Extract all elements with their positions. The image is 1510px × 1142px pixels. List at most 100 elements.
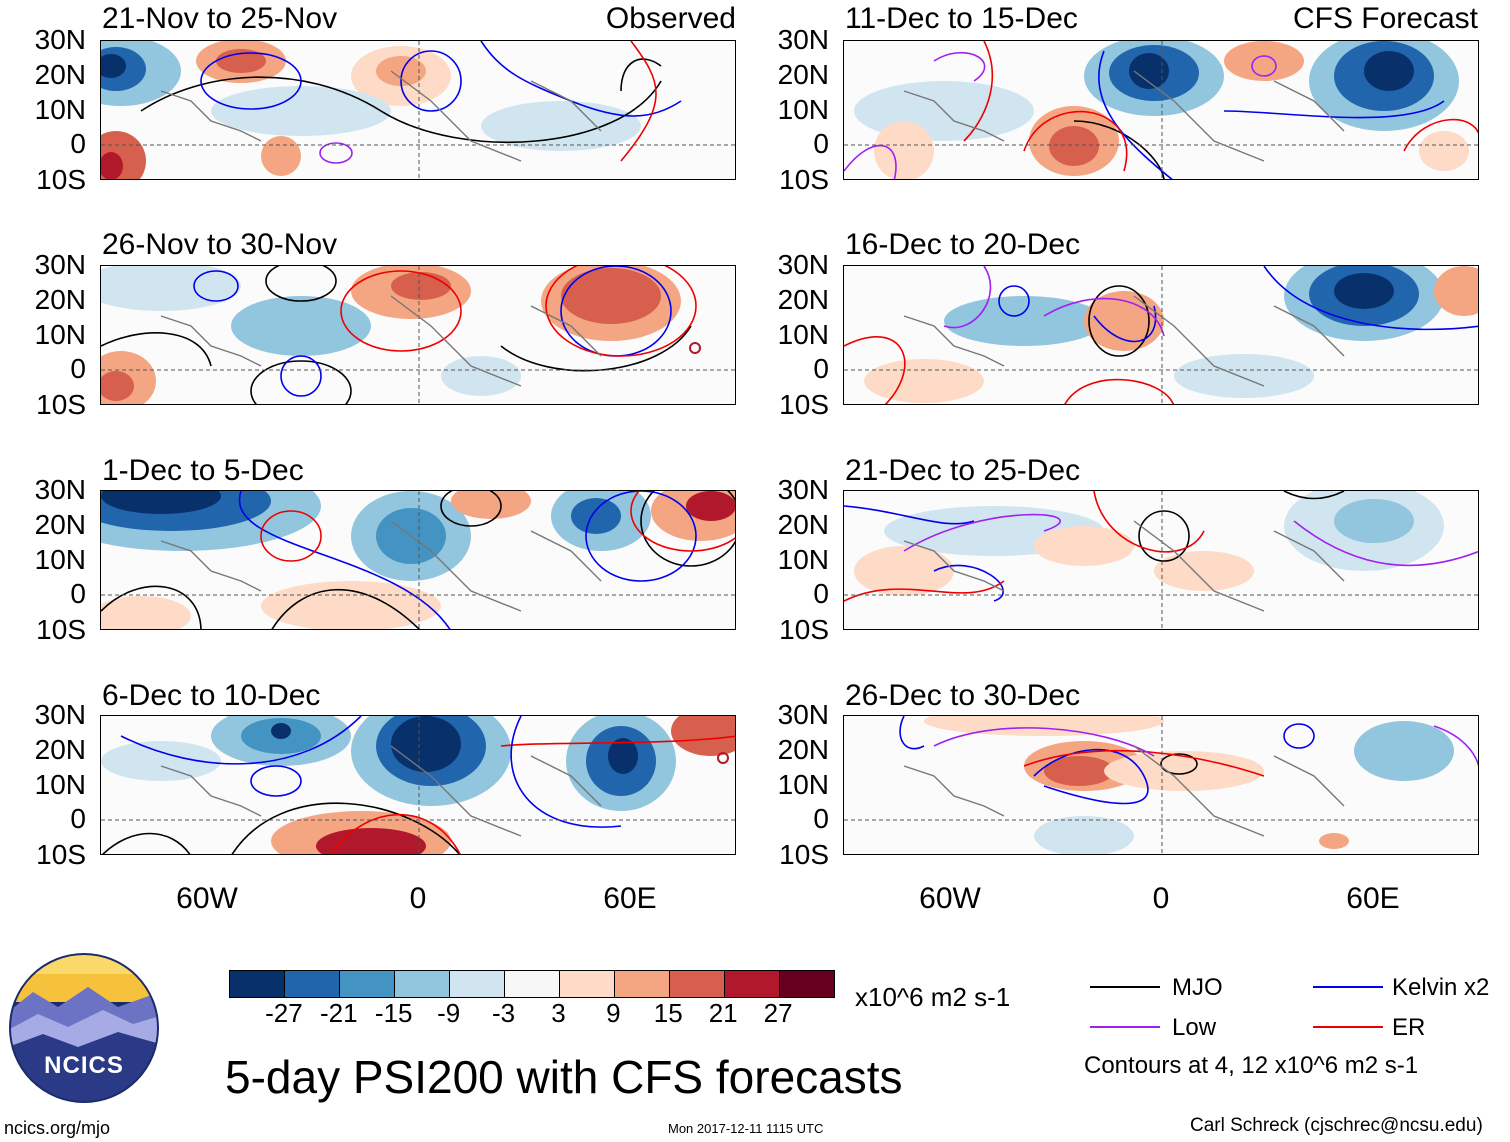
panel-title-left-1: 21-Nov to 25-Nov (102, 2, 338, 35)
lat-label: 0 (813, 578, 829, 609)
legend-note: Contours at 4, 12 x10^6 m2 s-1 (1084, 1052, 1419, 1079)
lat-label: 10S (779, 389, 829, 420)
colorbar-tick-label: 15 (653, 998, 683, 1028)
map-svg (844, 41, 1478, 179)
colorbar-swatch (670, 971, 725, 997)
colorbar-tick-label: -21 (320, 998, 358, 1028)
map-svg (844, 491, 1478, 629)
lat-label: 20N (34, 59, 86, 90)
lat-label: 30N (777, 249, 829, 280)
map-panel-left-1 (100, 40, 736, 180)
lat-label: 10S (779, 839, 829, 870)
lat-label: 10N (777, 319, 829, 350)
ncics-logo-graphic (9, 953, 159, 1103)
panel-title-right-3: 21-Dec to 25-Dec (845, 454, 1081, 487)
lat-label: 10N (34, 94, 86, 125)
lat-label: 20N (777, 734, 829, 765)
lon-label-right-60e: 60E (1346, 882, 1400, 915)
colorbar-swatch (725, 971, 780, 997)
legend-label-low: Low (1172, 1014, 1217, 1041)
colorbar-swatch (450, 971, 505, 997)
cfs-forecast-header: CFS Forecast (1292, 2, 1478, 35)
colorbar-swatch (615, 971, 670, 997)
lat-label: 10S (779, 614, 829, 645)
panel-title-left-3: 1-Dec to 5-Dec (102, 454, 304, 487)
panel-title-left-4: 6-Dec to 10-Dec (102, 679, 321, 712)
panel-title-right-2: 16-Dec to 20-Dec (845, 228, 1081, 261)
colorbar (229, 970, 835, 998)
lat-label: 30N (777, 699, 829, 730)
lat-label: 10S (36, 389, 86, 420)
lat-label: 10N (34, 544, 86, 575)
lat-label: 30N (34, 474, 86, 505)
footer-center: Mon 2017-12-11 1115 UTC (668, 1121, 824, 1136)
colorbar-tick-label: 21 (708, 998, 738, 1028)
legend-line-mjo (1090, 986, 1160, 988)
lon-label-right-0: 0 (1152, 882, 1170, 915)
map-panel-right-4 (843, 715, 1479, 855)
map-panel-right-3 (843, 490, 1479, 630)
lat-label: 10S (36, 614, 86, 645)
colorbar-tick-label: -27 (265, 998, 303, 1028)
lat-label: 20N (34, 734, 86, 765)
map-panel-left-3 (100, 490, 736, 630)
lat-label: 0 (813, 128, 829, 159)
lat-label: 30N (34, 24, 86, 55)
lat-label: 10N (34, 769, 86, 800)
legend-line-low (1090, 1026, 1160, 1028)
map-panel-left-4 (100, 715, 736, 855)
colorbar-tick-label: 3 (551, 998, 566, 1028)
colorbar-tick-label: 9 (606, 998, 621, 1028)
panel-title-right-1: 11-Dec to 15-Dec (845, 2, 1078, 35)
map-svg (844, 716, 1478, 854)
lat-label: 0 (70, 803, 86, 834)
map-svg (101, 41, 735, 179)
colorbar-tick-label: -9 (437, 998, 461, 1028)
map-svg (844, 266, 1478, 404)
panel-title-left-2: 26-Nov to 30-Nov (102, 228, 338, 261)
colorbar-tick-label: 27 (763, 998, 793, 1028)
lat-label: 20N (777, 59, 829, 90)
lon-label-left-60w: 60W (176, 882, 238, 915)
map-svg (101, 266, 735, 404)
colorbar-swatch (230, 971, 285, 997)
legend-line-er (1313, 1026, 1383, 1028)
legend-label-er: ER (1392, 1014, 1426, 1041)
lat-label: 20N (34, 284, 86, 315)
lat-label: 0 (813, 803, 829, 834)
footer-right: Carl Schreck (cjschrec@ncsu.edu) (1190, 1115, 1483, 1136)
lat-label: 10N (777, 94, 829, 125)
map-panel-right-1 (843, 40, 1479, 180)
figure-title: 5-day PSI200 with CFS forecasts (225, 1051, 903, 1103)
logo-text: NCICS (44, 1052, 124, 1079)
colorbar-tick-label: -3 (491, 998, 516, 1028)
colorbar-units: x10^6 m2 s-1 (855, 982, 1011, 1012)
map-panel-left-2 (100, 265, 736, 405)
lat-label: 0 (70, 353, 86, 384)
map-panel-right-2 (843, 265, 1479, 405)
lat-label: 20N (777, 284, 829, 315)
lat-label: 0 (70, 128, 86, 159)
observed-header: Observed (605, 2, 736, 35)
lon-label-left-0: 0 (409, 882, 427, 915)
lat-label: 30N (34, 699, 86, 730)
map-svg (101, 716, 735, 854)
lat-label: 10N (777, 769, 829, 800)
lat-label: 10S (779, 164, 829, 195)
colorbar-swatch (780, 971, 834, 997)
map-svg (101, 491, 735, 629)
lat-label: 10S (36, 839, 86, 870)
lat-label: 10N (34, 319, 86, 350)
colorbar-tick-label: -15 (374, 998, 413, 1028)
lat-label: 10N (777, 544, 829, 575)
colorbar-swatch (340, 971, 395, 997)
colorbar-swatch (560, 971, 615, 997)
colorbar-swatch (285, 971, 340, 997)
legend-label-mjo: MJO (1172, 974, 1223, 1001)
lat-label: 30N (777, 474, 829, 505)
panel-title-right-4: 26-Dec to 30-Dec (845, 679, 1081, 712)
lat-label: 0 (70, 578, 86, 609)
legend-label-kelvin: Kelvin x2 (1392, 974, 1490, 1001)
lat-label: 0 (813, 353, 829, 384)
lat-label: 30N (34, 249, 86, 280)
